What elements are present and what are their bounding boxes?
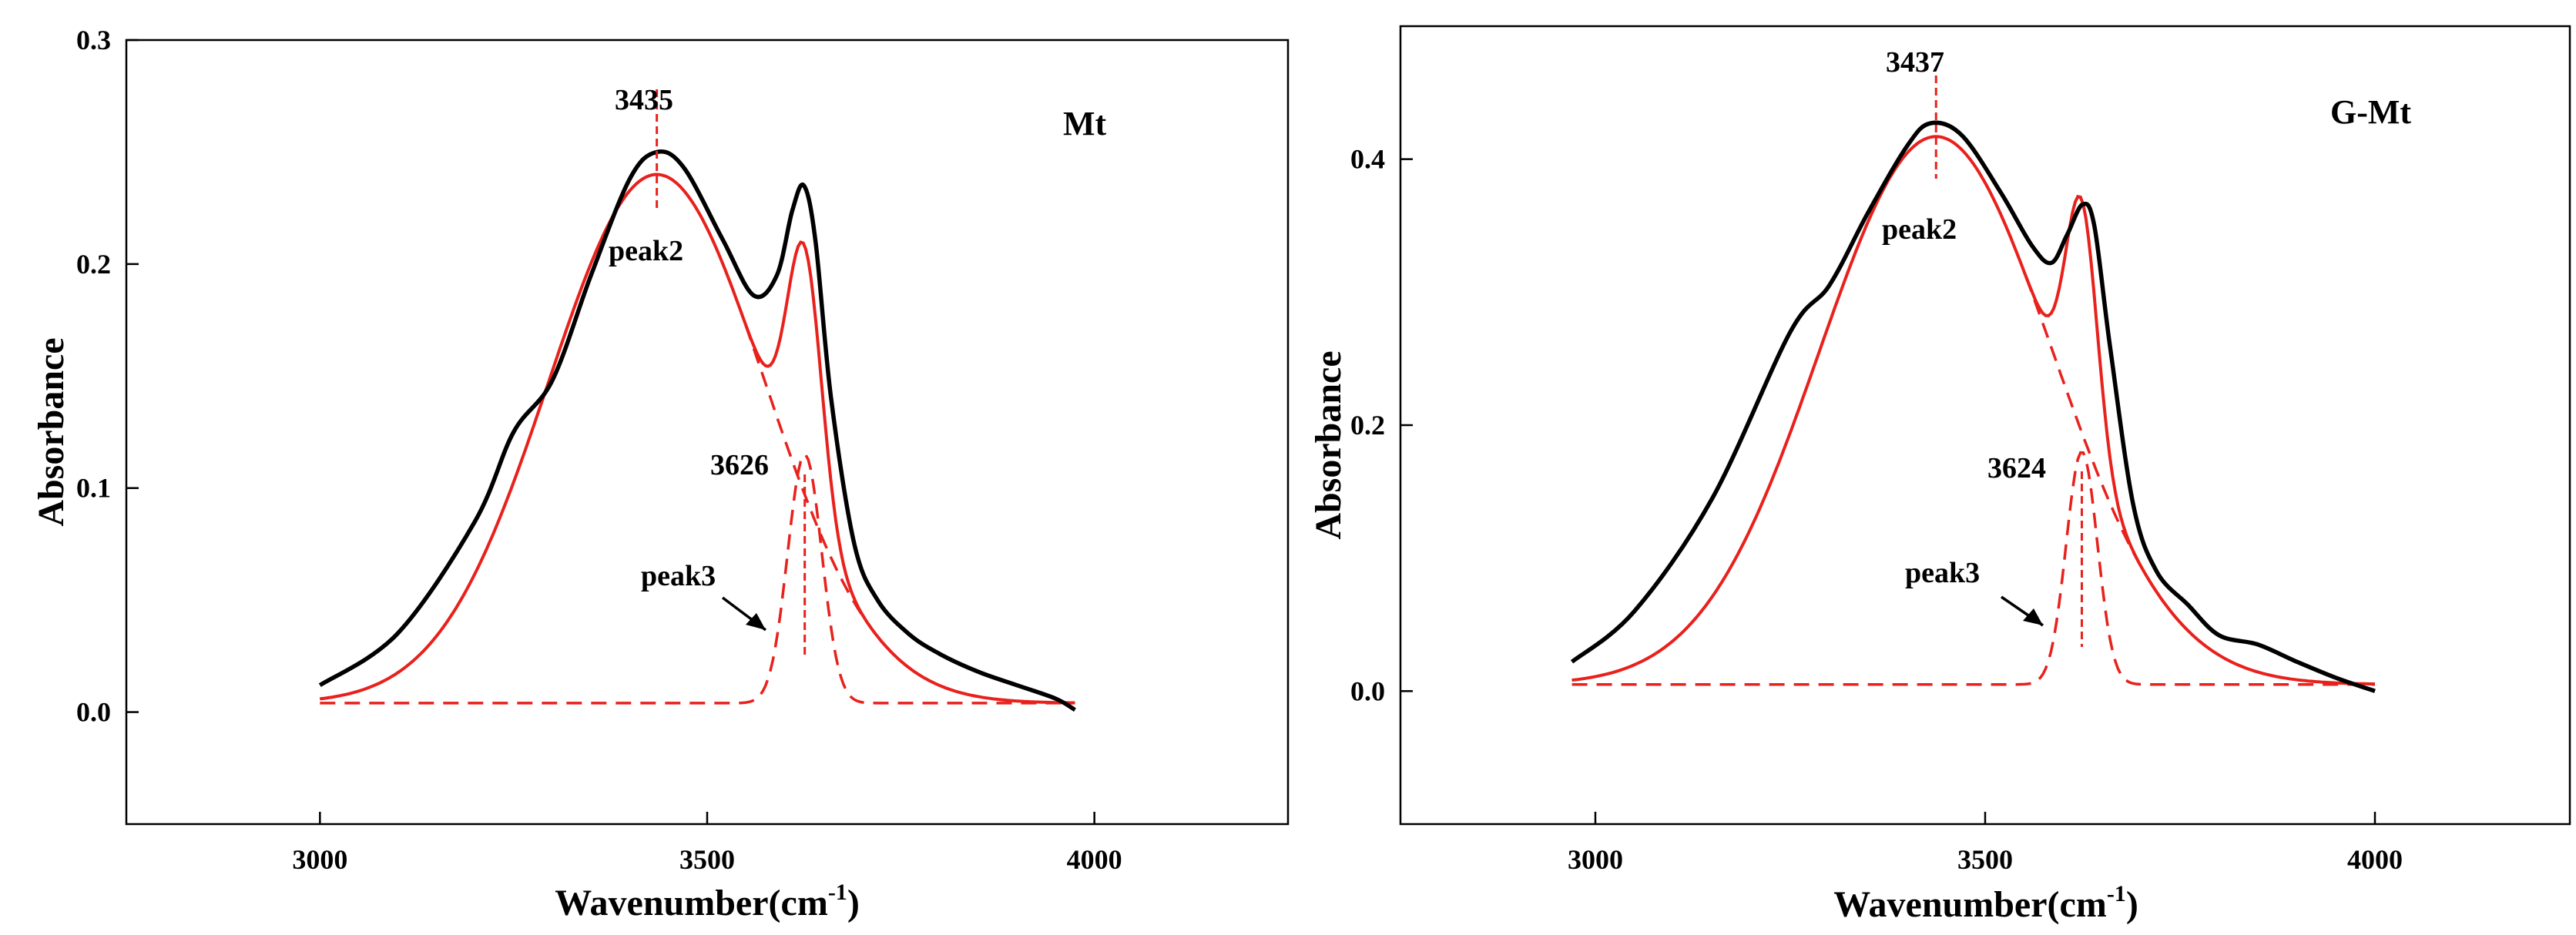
gmt-peak2-component	[1571, 135, 2376, 685]
mt-x-tick-label: 4000	[1067, 844, 1122, 875]
mt-y-tick-label: 0.1	[76, 473, 111, 504]
plot-frame-gmt	[1399, 25, 2571, 826]
mt-peak2-label: peak2	[609, 235, 683, 267]
panel-mt: 0.00.10.20.3 3000 3500 4000 Mt 3435 peak2 …	[31, 25, 1290, 923]
gmt-y-tick-label: 0.0	[1350, 675, 1385, 706]
gmt-peak2-label: peak2	[1882, 213, 1957, 246]
mt-x-tick-label: 3500	[679, 844, 735, 875]
mt-panel-label: Mt	[1063, 105, 1107, 142]
gmt-peak3-label: peak3	[1905, 557, 1980, 589]
gmt-y-tick-label: 0.2	[1350, 410, 1385, 441]
mt-peak3-position-label: 3626	[710, 449, 769, 481]
gmt-y-axis: 0.0 0.2 0.4	[1350, 144, 1413, 706]
mt-measured-spectrum	[318, 149, 1076, 712]
gmt-x-tick-label: 3500	[1957, 844, 2013, 875]
mt-y-tick-label: 0.0	[76, 697, 111, 728]
mt-y-tick-label: 0.2	[76, 249, 111, 280]
mt-y-axis: 0.0 0.1 0.2 0.3	[76, 25, 139, 728]
mt-peak2-component	[320, 173, 1075, 705]
mt-peak3-component	[320, 453, 1075, 705]
gmt-peak2-position-label: 3437	[1886, 46, 1944, 79]
gmt-measured-spectrum	[1570, 120, 2376, 693]
mt-y-axis-label: Absorbance	[31, 337, 72, 526]
mt-x-axis-label-close: )	[847, 883, 860, 923]
panel-gmt: 0.0 0.2 0.4 3000 3500 4000 G-Mt 3437 peak2 3…	[1308, 25, 2571, 925]
gmt-series-group	[1570, 75, 2376, 693]
gmt-x-axis-label-sup: -1	[2107, 881, 2126, 907]
gmt-peak3-component	[1571, 451, 2375, 686]
mt-x-axis: 3000 3500 4000	[292, 812, 1122, 875]
mt-y-tick-label: 0.3	[76, 25, 111, 55]
gmt-peak3-position-label: 3624	[1987, 452, 2046, 484]
plot-frame-mt	[125, 39, 1290, 826]
gmt-peak3-arrowhead	[2023, 608, 2043, 625]
mt-x-axis-label: Wavenumber(cm-1)	[555, 880, 860, 923]
gmt-y-tick-label: 0.4	[1350, 144, 1385, 175]
mt-x-axis-label-sup: -1	[828, 880, 847, 905]
mt-series-group	[318, 89, 1076, 712]
mt-peak2-position-label: 3435	[615, 84, 673, 116]
gmt-panel-label: G-Mt	[2330, 93, 2411, 131]
gmt-x-tick-label: 3000	[1568, 844, 1623, 875]
mt-peak3-label: peak3	[641, 560, 716, 592]
mt-x-axis-label-main: Wavenumber(cm	[555, 883, 828, 923]
gmt-x-tick-label: 4000	[2347, 844, 2403, 875]
gmt-x-axis-label-main: Wavenumber(cm	[1833, 884, 2107, 925]
mt-fit-curve	[320, 173, 1075, 705]
gmt-y-axis-label: Absorbance	[1308, 350, 1349, 539]
gmt-fit-curve	[1571, 135, 2376, 686]
gmt-x-axis-label: Wavenumber(cm-1)	[1833, 881, 2138, 925]
gmt-x-axis-label-close: )	[2126, 884, 2138, 925]
mt-x-tick-label: 3000	[292, 844, 347, 875]
gmt-x-axis: 3000 3500 4000	[1568, 812, 2403, 875]
mt-peak3-arrowhead	[746, 613, 766, 630]
